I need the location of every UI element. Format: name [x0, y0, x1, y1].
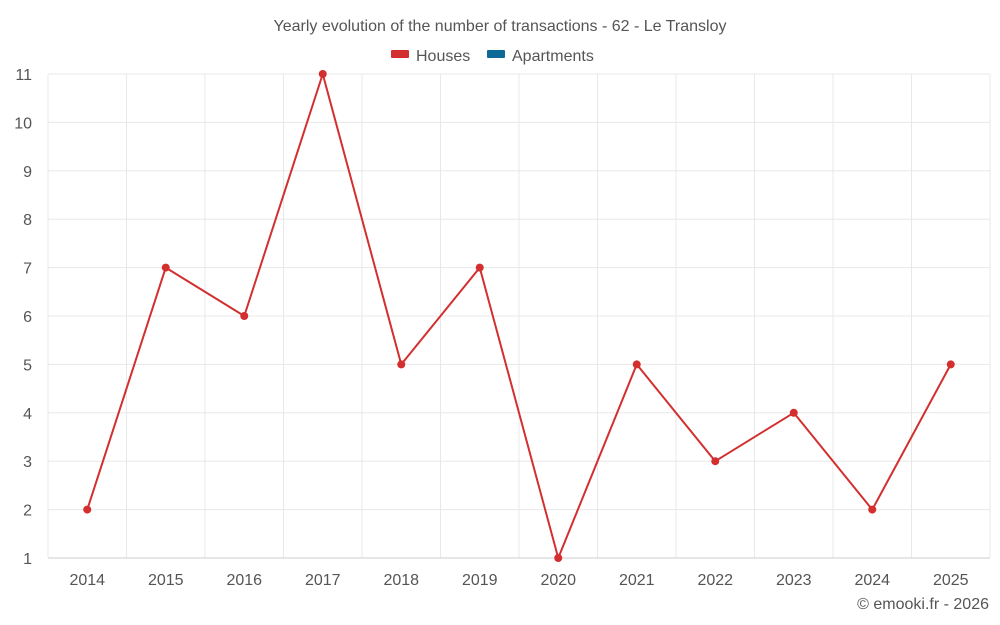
legend-item-apartments[interactable]: Apartments — [487, 48, 594, 65]
grid — [47, 73, 991, 559]
x-tick-label: 2019 — [462, 572, 498, 589]
data-point-houses-2016[interactable] — [240, 312, 249, 320]
legend-label-apartments: Apartments — [512, 48, 594, 65]
y-axis-ticks: 1 2 3 4 5 6 7 8 9 10 11 — [14, 67, 32, 568]
x-tick-label: 2015 — [148, 572, 184, 589]
data-point-houses-2017[interactable] — [318, 70, 327, 78]
data-point-houses-2022[interactable] — [711, 457, 720, 466]
chart-title: Yearly evolution of the number of transa… — [274, 18, 727, 35]
x-tick-label: 2023 — [776, 572, 812, 589]
data-point-houses-2023[interactable] — [789, 408, 798, 417]
data-point-houses-2021[interactable] — [632, 360, 641, 369]
x-tick-label: 2017 — [305, 572, 341, 589]
data-point-houses-2014[interactable] — [83, 505, 92, 514]
y-tick-label: 1 — [23, 551, 32, 568]
x-tick-label: 2022 — [697, 572, 733, 589]
legend-item-houses[interactable]: Houses — [391, 48, 470, 65]
legend: Houses Apartments — [391, 48, 594, 65]
legend-label-houses: Houses — [416, 48, 470, 65]
x-tick-label: 2018 — [383, 572, 419, 589]
footer-credit: © emooki.fr - 2026 — [857, 596, 989, 613]
y-tick-label: 9 — [23, 164, 32, 181]
series-line-houses — [86, 73, 952, 559]
y-tick-label: 6 — [23, 309, 32, 326]
series-layer — [83, 70, 955, 562]
y-tick-label: 5 — [23, 357, 32, 374]
legend-swatch-apartments — [487, 50, 505, 58]
y-tick-label: 4 — [23, 406, 32, 423]
y-tick-label: 8 — [23, 212, 32, 229]
data-point-houses-2019[interactable] — [475, 263, 484, 272]
y-tick-label: 2 — [23, 503, 32, 520]
data-point-houses-2018[interactable] — [397, 360, 406, 369]
y-tick-label: 11 — [15, 67, 32, 84]
legend-swatch-houses — [391, 50, 409, 58]
data-point-houses-2020[interactable] — [554, 554, 563, 562]
x-axis-ticks: 2014 2015 2016 2017 2018 2019 2020 2021 2022 2023… — [69, 572, 968, 589]
x-tick-label: 2020 — [540, 572, 576, 589]
x-tick-label: 2024 — [854, 572, 890, 589]
y-tick-label: 3 — [23, 454, 32, 471]
x-tick-label: 2014 — [69, 572, 105, 589]
data-point-houses-2025[interactable] — [946, 360, 955, 369]
data-point-houses-2024[interactable] — [868, 505, 877, 514]
x-tick-label: 2021 — [619, 572, 655, 589]
x-tick-label: 2025 — [933, 572, 969, 589]
y-tick-label: 10 — [14, 115, 32, 132]
x-tick-label: 2016 — [226, 572, 262, 589]
y-tick-label: 7 — [23, 261, 32, 278]
data-point-houses-2015[interactable] — [161, 263, 170, 272]
